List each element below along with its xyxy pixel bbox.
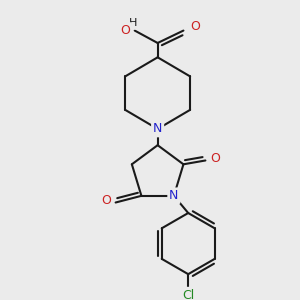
- Text: N: N: [169, 189, 178, 202]
- Text: O: O: [101, 194, 111, 207]
- Text: O: O: [120, 24, 130, 37]
- Text: O: O: [210, 152, 220, 165]
- Text: O: O: [190, 20, 200, 33]
- Text: H: H: [129, 18, 137, 28]
- Text: Cl: Cl: [182, 289, 194, 300]
- Text: N: N: [153, 122, 162, 136]
